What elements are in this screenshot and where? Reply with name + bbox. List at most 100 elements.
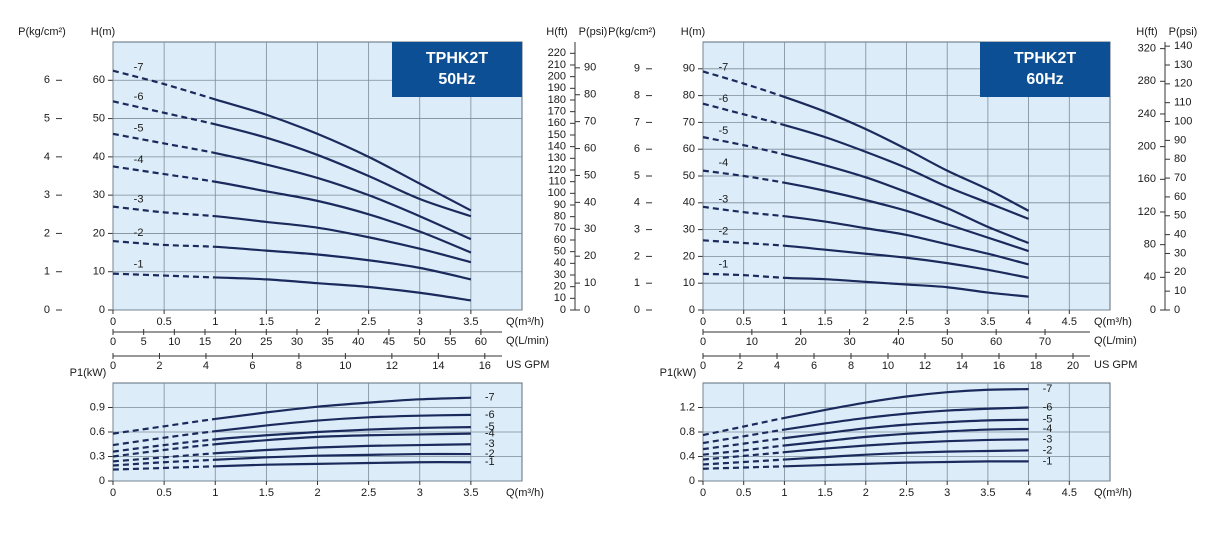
right-axis-tick-label: 50 (584, 169, 596, 181)
right-axis-tick-label: 50 (554, 246, 566, 258)
right-axis-tick-label: 10 (554, 292, 566, 304)
right-axis-tick-label: 320 (1138, 43, 1156, 55)
right-axis-label: P(psi) (579, 26, 608, 38)
right-axis-tick-label: 80 (1144, 239, 1156, 251)
extra-x-tick-label: 10 (168, 336, 180, 348)
x-axis-label: Q(m³/h) (506, 316, 544, 328)
y-tick-label: 30 (683, 224, 695, 236)
left-axis-label: P(kg/cm²) (18, 26, 66, 38)
right-axis-label: H(ft) (1136, 26, 1157, 38)
pump-curve (702, 70, 1030, 212)
pump-curve (112, 461, 471, 471)
series-label: -7 (1043, 383, 1053, 395)
right-axis-tick-label: 190 (548, 82, 566, 94)
pump-curve (702, 205, 1029, 266)
series-label: -5 (134, 123, 144, 135)
x-tick-label: 3 (417, 487, 423, 499)
right-axis-tick-label: 60 (554, 234, 566, 246)
left-axis-tick-label: 8 (634, 90, 640, 102)
y-tick-label: 70 (683, 116, 695, 128)
series-label: -5 (718, 125, 728, 137)
right-axis-tick-label: 60 (1174, 191, 1186, 203)
series-label: -6 (718, 93, 728, 105)
left-axis-tick-label: 7 (634, 116, 640, 128)
left-axis-tick-label: 5 (44, 112, 50, 124)
right-axis-tick-label: 90 (584, 62, 596, 74)
extra-x-tick-label: 25 (260, 336, 272, 348)
right-axis-tick-label: 200 (548, 71, 566, 83)
left-axis-tick-label: 6 (44, 74, 50, 86)
extra-x-axis-label: US GPM (1094, 359, 1137, 371)
extra-x-tick-label: 55 (444, 336, 456, 348)
extra-x-tick-label: 0 (110, 360, 116, 372)
right-axis-tick-label: 120 (1138, 206, 1156, 218)
left-axis-tick-label: 4 (44, 151, 50, 163)
extra-x-tick-label: 2 (156, 360, 162, 372)
right-axis-tick-label: 0 (1150, 304, 1156, 316)
title-badge (980, 42, 1110, 97)
x-tick-label: 0 (110, 316, 116, 328)
extra-x-axis-label: US GPM (506, 359, 549, 371)
pump-curve (112, 69, 472, 212)
extra-x-tick-label: 2 (737, 360, 743, 372)
right-axis-tick-label: 100 (1174, 115, 1192, 127)
pump-curve (112, 239, 472, 281)
right-axis-tick-label: 90 (554, 199, 566, 211)
left-axis-tick-label: 0 (44, 304, 50, 316)
extra-x-tick-label: 40 (352, 336, 364, 348)
x-tick-label: 1 (781, 316, 787, 328)
x-tick-label: 2 (314, 316, 320, 328)
extra-x-tick-label: 10 (339, 360, 351, 372)
y-tick-label: 60 (93, 74, 105, 86)
x-tick-label: 1 (212, 487, 218, 499)
left-axis-tick-label: 1 (634, 277, 640, 289)
left-axis-tick-label: 9 (634, 63, 640, 75)
x-axis-label: Q(m³/h) (1094, 316, 1132, 328)
series-label: -2 (134, 227, 144, 239)
y-tick-label: 0.9 (90, 401, 105, 413)
y-tick-label: 0.8 (680, 426, 695, 438)
right-axis-tick-label: 170 (548, 106, 566, 118)
right-axis-tick-label: 240 (1138, 108, 1156, 120)
x-tick-label: 0 (700, 487, 706, 499)
pump-curve (702, 272, 1029, 298)
series-label: -2 (718, 226, 728, 238)
extra-x-tick-label: 50 (413, 336, 425, 348)
extra-x-tick-label: 12 (386, 360, 398, 372)
x-axis-label: Q(m³/h) (506, 487, 544, 499)
x-tick-label: 2.5 (899, 487, 914, 499)
x-tick-label: 2.5 (361, 316, 376, 328)
y-tick-label: 90 (683, 63, 695, 75)
x-tick-label: 3.5 (980, 316, 995, 328)
x-tick-label: 1.5 (259, 487, 274, 499)
right-axis-tick-label: 70 (554, 222, 566, 234)
pump-curve (112, 165, 472, 254)
pump-curve (702, 406, 1029, 445)
left-axis-tick-label: 3 (44, 189, 50, 201)
right-axis-tick-label: 50 (1174, 210, 1186, 222)
x-tick-label: 2 (863, 487, 869, 499)
extra-x-tick-label: 16 (993, 360, 1005, 372)
pump-curve (112, 443, 471, 463)
x-tick-label: 0.5 (736, 316, 751, 328)
y-axis-label: H(m) (681, 26, 705, 38)
x-tick-label: 4 (1026, 316, 1032, 328)
right-axis-tick-label: 110 (548, 176, 566, 188)
y-tick-label: 40 (683, 197, 695, 209)
extra-x-tick-label: 14 (956, 360, 968, 372)
right-axis-tick-label: 0 (560, 304, 566, 316)
x-tick-label: 3 (944, 316, 950, 328)
pump-curve (702, 239, 1029, 279)
series-label: -4 (1043, 423, 1053, 435)
chart-title: TPHK2T (426, 50, 488, 67)
series-label: -5 (485, 421, 495, 433)
y-axis-label: H(m) (91, 26, 115, 38)
right-axis-tick-label: 130 (548, 152, 566, 164)
chart-subtitle: 60Hz (1026, 71, 1063, 88)
series-label: -4 (485, 428, 495, 440)
extra-x-tick-label: 5 (141, 336, 147, 348)
pump-curve (112, 426, 471, 453)
extra-x-tick-label: 30 (291, 336, 303, 348)
right-axis-tick-label: 180 (548, 94, 566, 106)
x-tick-label: 3.5 (463, 316, 478, 328)
